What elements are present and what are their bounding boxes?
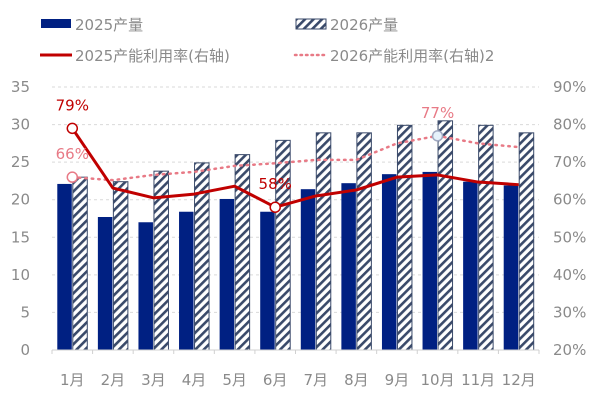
x-tick-label: 6月: [263, 371, 288, 389]
data-label: 79%: [56, 96, 89, 114]
bar-series: [57, 120, 535, 351]
legend: 2025产量 2026产量 2025产能利用率(右轴) 2026产能利用率(右轴…: [40, 16, 494, 65]
bar-2026: [72, 176, 88, 351]
x-tick-label: 1月: [60, 371, 85, 389]
y2-tick-label: 80%: [553, 116, 586, 134]
legend-item-2026-utilization: 2026产能利用率(右轴)2: [293, 47, 494, 65]
y-tick-label: 15: [11, 228, 30, 246]
y2-tick-label: 30%: [553, 303, 586, 321]
legend-label: 2025产量: [75, 16, 143, 34]
x-tick-label: 5月: [222, 371, 247, 389]
legend-swatch-bar: [41, 19, 71, 28]
legend-label: 2025产能利用率(右轴): [75, 47, 230, 65]
x-tick-label: 10月: [420, 371, 454, 389]
bar-2025: [260, 211, 275, 350]
data-point-marker: [431, 130, 444, 142]
data-labels: 79% 66% 58% 77%: [56, 96, 454, 213]
x-tick-label: 12月: [502, 371, 536, 389]
bar-2025: [138, 222, 153, 350]
y-tick-label: 30: [11, 116, 30, 134]
legend-label: 2026产量: [330, 16, 398, 34]
y2-tick-label: 90%: [553, 78, 586, 96]
x-tick-label: 7月: [304, 371, 329, 389]
data-point-marker: [66, 122, 79, 135]
bar-2026: [275, 139, 291, 351]
bar-2026: [396, 124, 413, 351]
bar-2026: [112, 181, 129, 351]
legend-item-2025-output: 2025产量: [41, 16, 143, 34]
bar-2025: [381, 174, 397, 350]
data-label: 66%: [56, 145, 89, 163]
bar-2025: [57, 183, 72, 350]
bar-2025: [422, 171, 438, 350]
y-tick-label: 35: [11, 78, 30, 96]
y2-tick-label: 70%: [553, 153, 586, 171]
left-axis: 0 5 10 15 20 25 30 35: [11, 78, 30, 359]
x-tick-label: 2月: [101, 371, 126, 389]
y2-tick-label: 20%: [553, 341, 586, 359]
bar-2025: [503, 185, 519, 350]
bar-2025: [341, 183, 356, 350]
right-axis: 20% 30% 40% 50% 60% 70% 80% 90%: [553, 78, 586, 359]
bar-2026: [518, 132, 535, 351]
data-point-marker: [66, 171, 79, 183]
y2-tick-label: 50%: [553, 228, 586, 246]
data-point-marker: [269, 201, 281, 213]
y2-tick-label: 60%: [553, 191, 586, 209]
legend-swatch-hatched-bar: [295, 18, 327, 30]
x-axis: 1月 2月 3月 4月 5月 6月 7月 8月 9月 10月 11月 12月: [51, 350, 540, 389]
bar-2026: [437, 120, 454, 351]
y-tick-label: 20: [11, 191, 30, 209]
line-series: [71, 127, 520, 209]
bar-2025: [179, 211, 194, 350]
data-label: 58%: [259, 175, 292, 193]
y-tick-label: 5: [20, 303, 30, 321]
legend-label: 2026产能利用率(右轴)2: [330, 47, 494, 65]
x-tick-label: 4月: [182, 371, 207, 389]
y-tick-label: 25: [11, 153, 30, 171]
x-tick-label: 9月: [385, 371, 410, 389]
bar-2026: [234, 154, 251, 351]
bar-2025: [300, 189, 316, 350]
data-label: 77%: [421, 104, 454, 122]
legend-item-2026-output: 2026产量: [295, 16, 398, 34]
legend-item-2025-utilization: 2025产能利用率(右轴): [40, 47, 230, 65]
x-tick-label: 3月: [141, 371, 166, 389]
x-tick-label: 8月: [344, 371, 369, 389]
bar-2026: [356, 132, 372, 351]
bar-2025: [219, 198, 235, 350]
x-tick-label: 11月: [461, 371, 495, 389]
y2-tick-label: 40%: [553, 266, 586, 284]
bar-2025: [463, 181, 478, 350]
line-2025-utilization: [71, 127, 519, 209]
bar-2026: [478, 124, 494, 351]
bar-2026: [315, 132, 332, 351]
bar-2025: [97, 216, 113, 350]
y-tick-label: 10: [11, 266, 30, 284]
line-2026-utilization: [71, 134, 520, 182]
y-tick-label: 0: [20, 341, 30, 359]
